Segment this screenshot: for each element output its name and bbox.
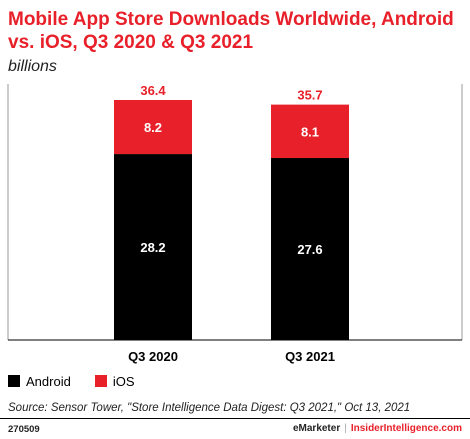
- brand-insider: InsiderIntelligence.com: [350, 423, 462, 434]
- legend-label-ios: iOS: [112, 373, 135, 389]
- data-label-android-2: 27.6: [297, 242, 322, 257]
- chart-subtitle: billions: [8, 58, 57, 75]
- bar-android-2: [271, 158, 349, 340]
- legend-item-android: Android: [8, 374, 71, 389]
- bar-android-1: [114, 154, 192, 340]
- data-label-android-1: 28.2: [140, 240, 165, 255]
- chart-title: Mobile App Store Downloads Worldwide, An…: [8, 9, 454, 53]
- data-label-ios-2: 8.1: [301, 124, 319, 139]
- brand-credit: eMarketer | InsiderIntelligence.com: [293, 423, 462, 434]
- legend: Android iOS: [8, 373, 158, 389]
- footer-divider: [0, 418, 470, 419]
- legend-item-ios: iOS: [94, 373, 135, 389]
- brand-emarketer: eMarketer: [292, 423, 341, 434]
- bar-ios-1: [114, 100, 192, 155]
- data-label-ios-1: 8.2: [144, 120, 162, 135]
- x-tick-label-1: Q3 2020: [128, 349, 178, 364]
- total-label-1: 36.4: [140, 83, 166, 98]
- legend-label-android: Android: [26, 373, 71, 389]
- total-label-2: 35.7: [297, 88, 322, 103]
- source-note: Source: Sensor Tower, "Store Intelligenc…: [8, 402, 411, 414]
- bar-ios-2: [271, 104, 349, 159]
- x-tick-label-2: Q3 2021: [285, 349, 335, 364]
- legend-swatch-ios: [94, 375, 107, 387]
- chart-id: 270509: [8, 424, 40, 435]
- legend-swatch-android: [8, 375, 20, 387]
- brand-separator: |: [344, 423, 347, 434]
